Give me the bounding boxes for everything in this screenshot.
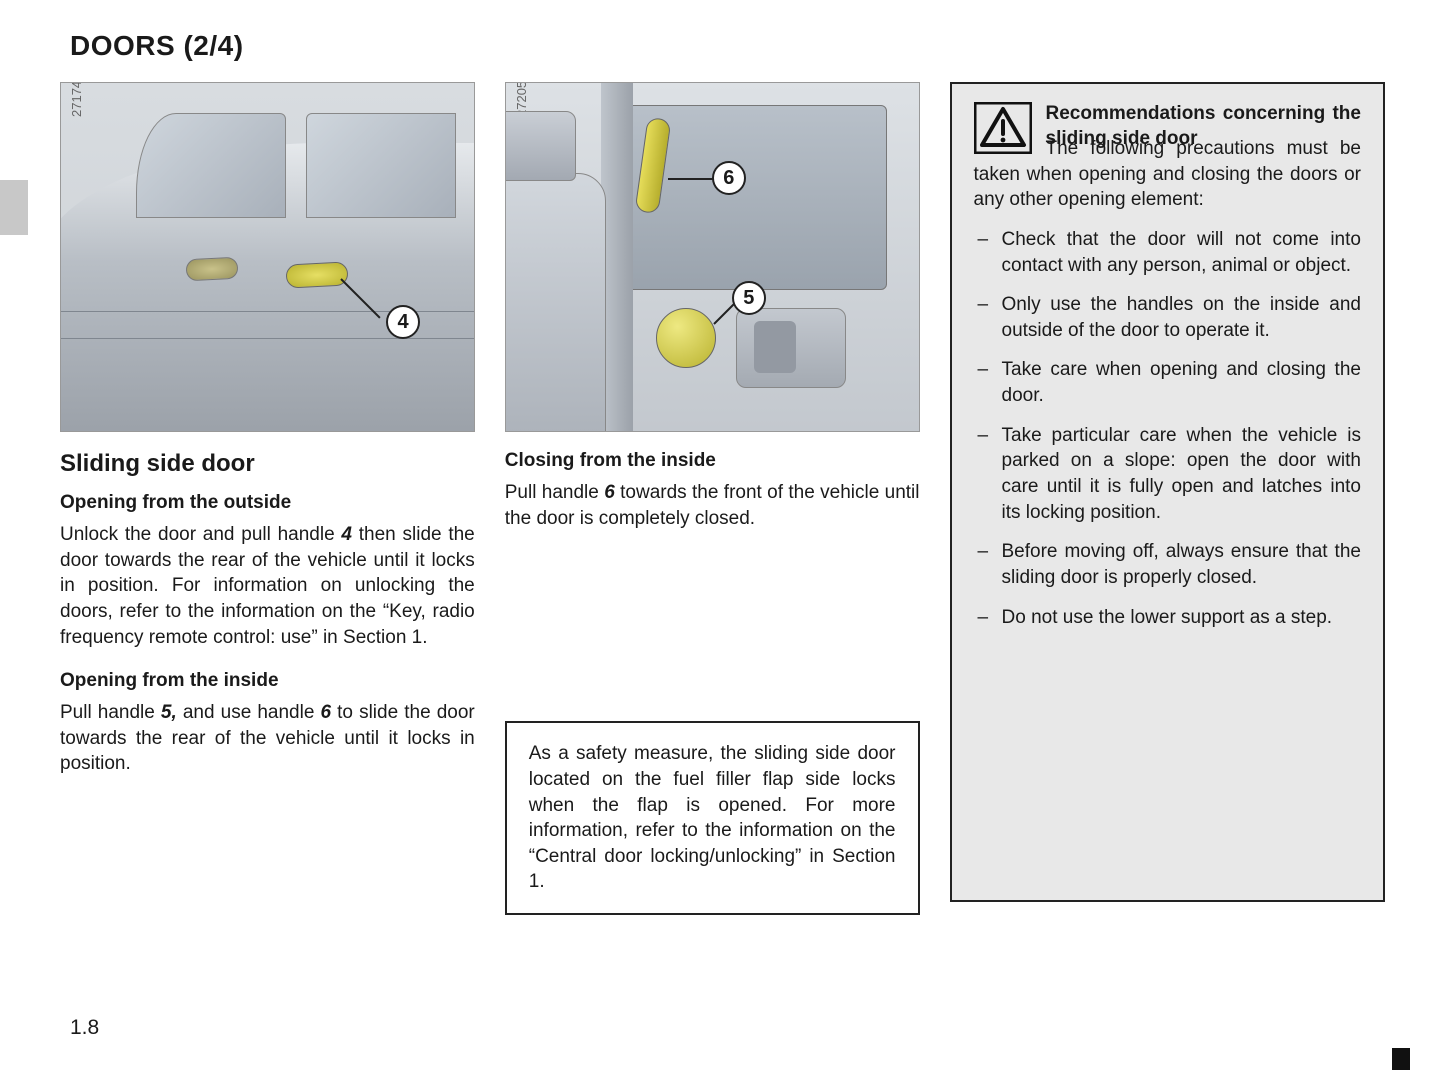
warning-box: Recommendations concerning the sliding s… (950, 82, 1385, 902)
text-open-outside: Unlock the door and pull handle 4 then s… (60, 522, 475, 650)
text-close-inside: Pull handle 6 towards the front of the v… (505, 480, 920, 531)
callout-6: 6 (712, 161, 746, 195)
safety-note-box: As a safety measure, the sliding side do… (505, 721, 920, 915)
figure-interior: 27205 6 5 (505, 82, 920, 432)
rear-window-shape (306, 113, 456, 218)
warning-intro: The following precautions must be taken … (974, 136, 1361, 213)
warning-item: Check that the door will not come into c… (974, 227, 1361, 278)
subsection-open-outside: Opening from the outside (60, 492, 475, 514)
section-sliding-door: Sliding side door (60, 450, 475, 478)
ref-4: 4 (341, 524, 352, 545)
release-handle-5 (656, 308, 716, 368)
subsection-close-inside: Closing from the inside (505, 450, 920, 472)
warning-item: Do not use the lower support as a step. (974, 605, 1361, 631)
page-title: DOORS (2/4) (70, 30, 1385, 62)
text-fragment: and use handle (177, 702, 321, 723)
callout-4: 4 (386, 305, 420, 339)
text-fragment: Unlock the door and pull handle (60, 524, 341, 545)
body-line (61, 338, 474, 339)
figure-exterior: 27174 4 (60, 82, 475, 432)
manual-page: DOORS (2/4) 27174 4 Sliding side door Op… (0, 0, 1445, 1070)
figure-id-1: 27174 (69, 82, 84, 117)
seat-shape (505, 173, 606, 432)
ref-6: 6 (320, 702, 331, 723)
column-middle: 27205 6 5 Closing from the inside Pull h… (505, 82, 920, 915)
text-fragment: Pull handle (505, 482, 604, 503)
warning-item: Take care when opening and closing the d… (974, 357, 1361, 408)
door-cup-shape (754, 321, 796, 373)
text-fragment: Pull handle (60, 702, 161, 723)
callout-5: 5 (732, 281, 766, 315)
ref-6b: 6 (604, 482, 615, 503)
subsection-open-inside: Opening from the inside (60, 670, 475, 692)
corner-crop-mark (1392, 1048, 1410, 1070)
column-right: Recommendations concerning the sliding s… (950, 82, 1385, 915)
safety-note-text: As a safety measure, the sliding side do… (529, 743, 896, 892)
warning-triangle-icon (974, 102, 1032, 154)
warning-item: Take particular care when the vehicle is… (974, 423, 1361, 526)
text-open-inside: Pull handle 5, and use handle 6 to slide… (60, 700, 475, 777)
content-columns: 27174 4 Sliding side door Opening from t… (60, 82, 1385, 915)
warning-list: Check that the door will not come into c… (974, 227, 1361, 630)
sliding-door-handle (285, 261, 348, 288)
ref-5: 5, (161, 702, 177, 723)
front-window-shape (136, 113, 286, 218)
column-left: 27174 4 Sliding side door Opening from t… (60, 82, 475, 915)
headrest-shape (505, 111, 576, 181)
warning-item: Before moving off, always ensure that th… (974, 539, 1361, 590)
warning-item: Only use the handles on the inside and o… (974, 292, 1361, 343)
page-number: 1.8 (70, 1016, 99, 1040)
front-door-handle (185, 257, 238, 282)
callout-line (668, 178, 714, 180)
